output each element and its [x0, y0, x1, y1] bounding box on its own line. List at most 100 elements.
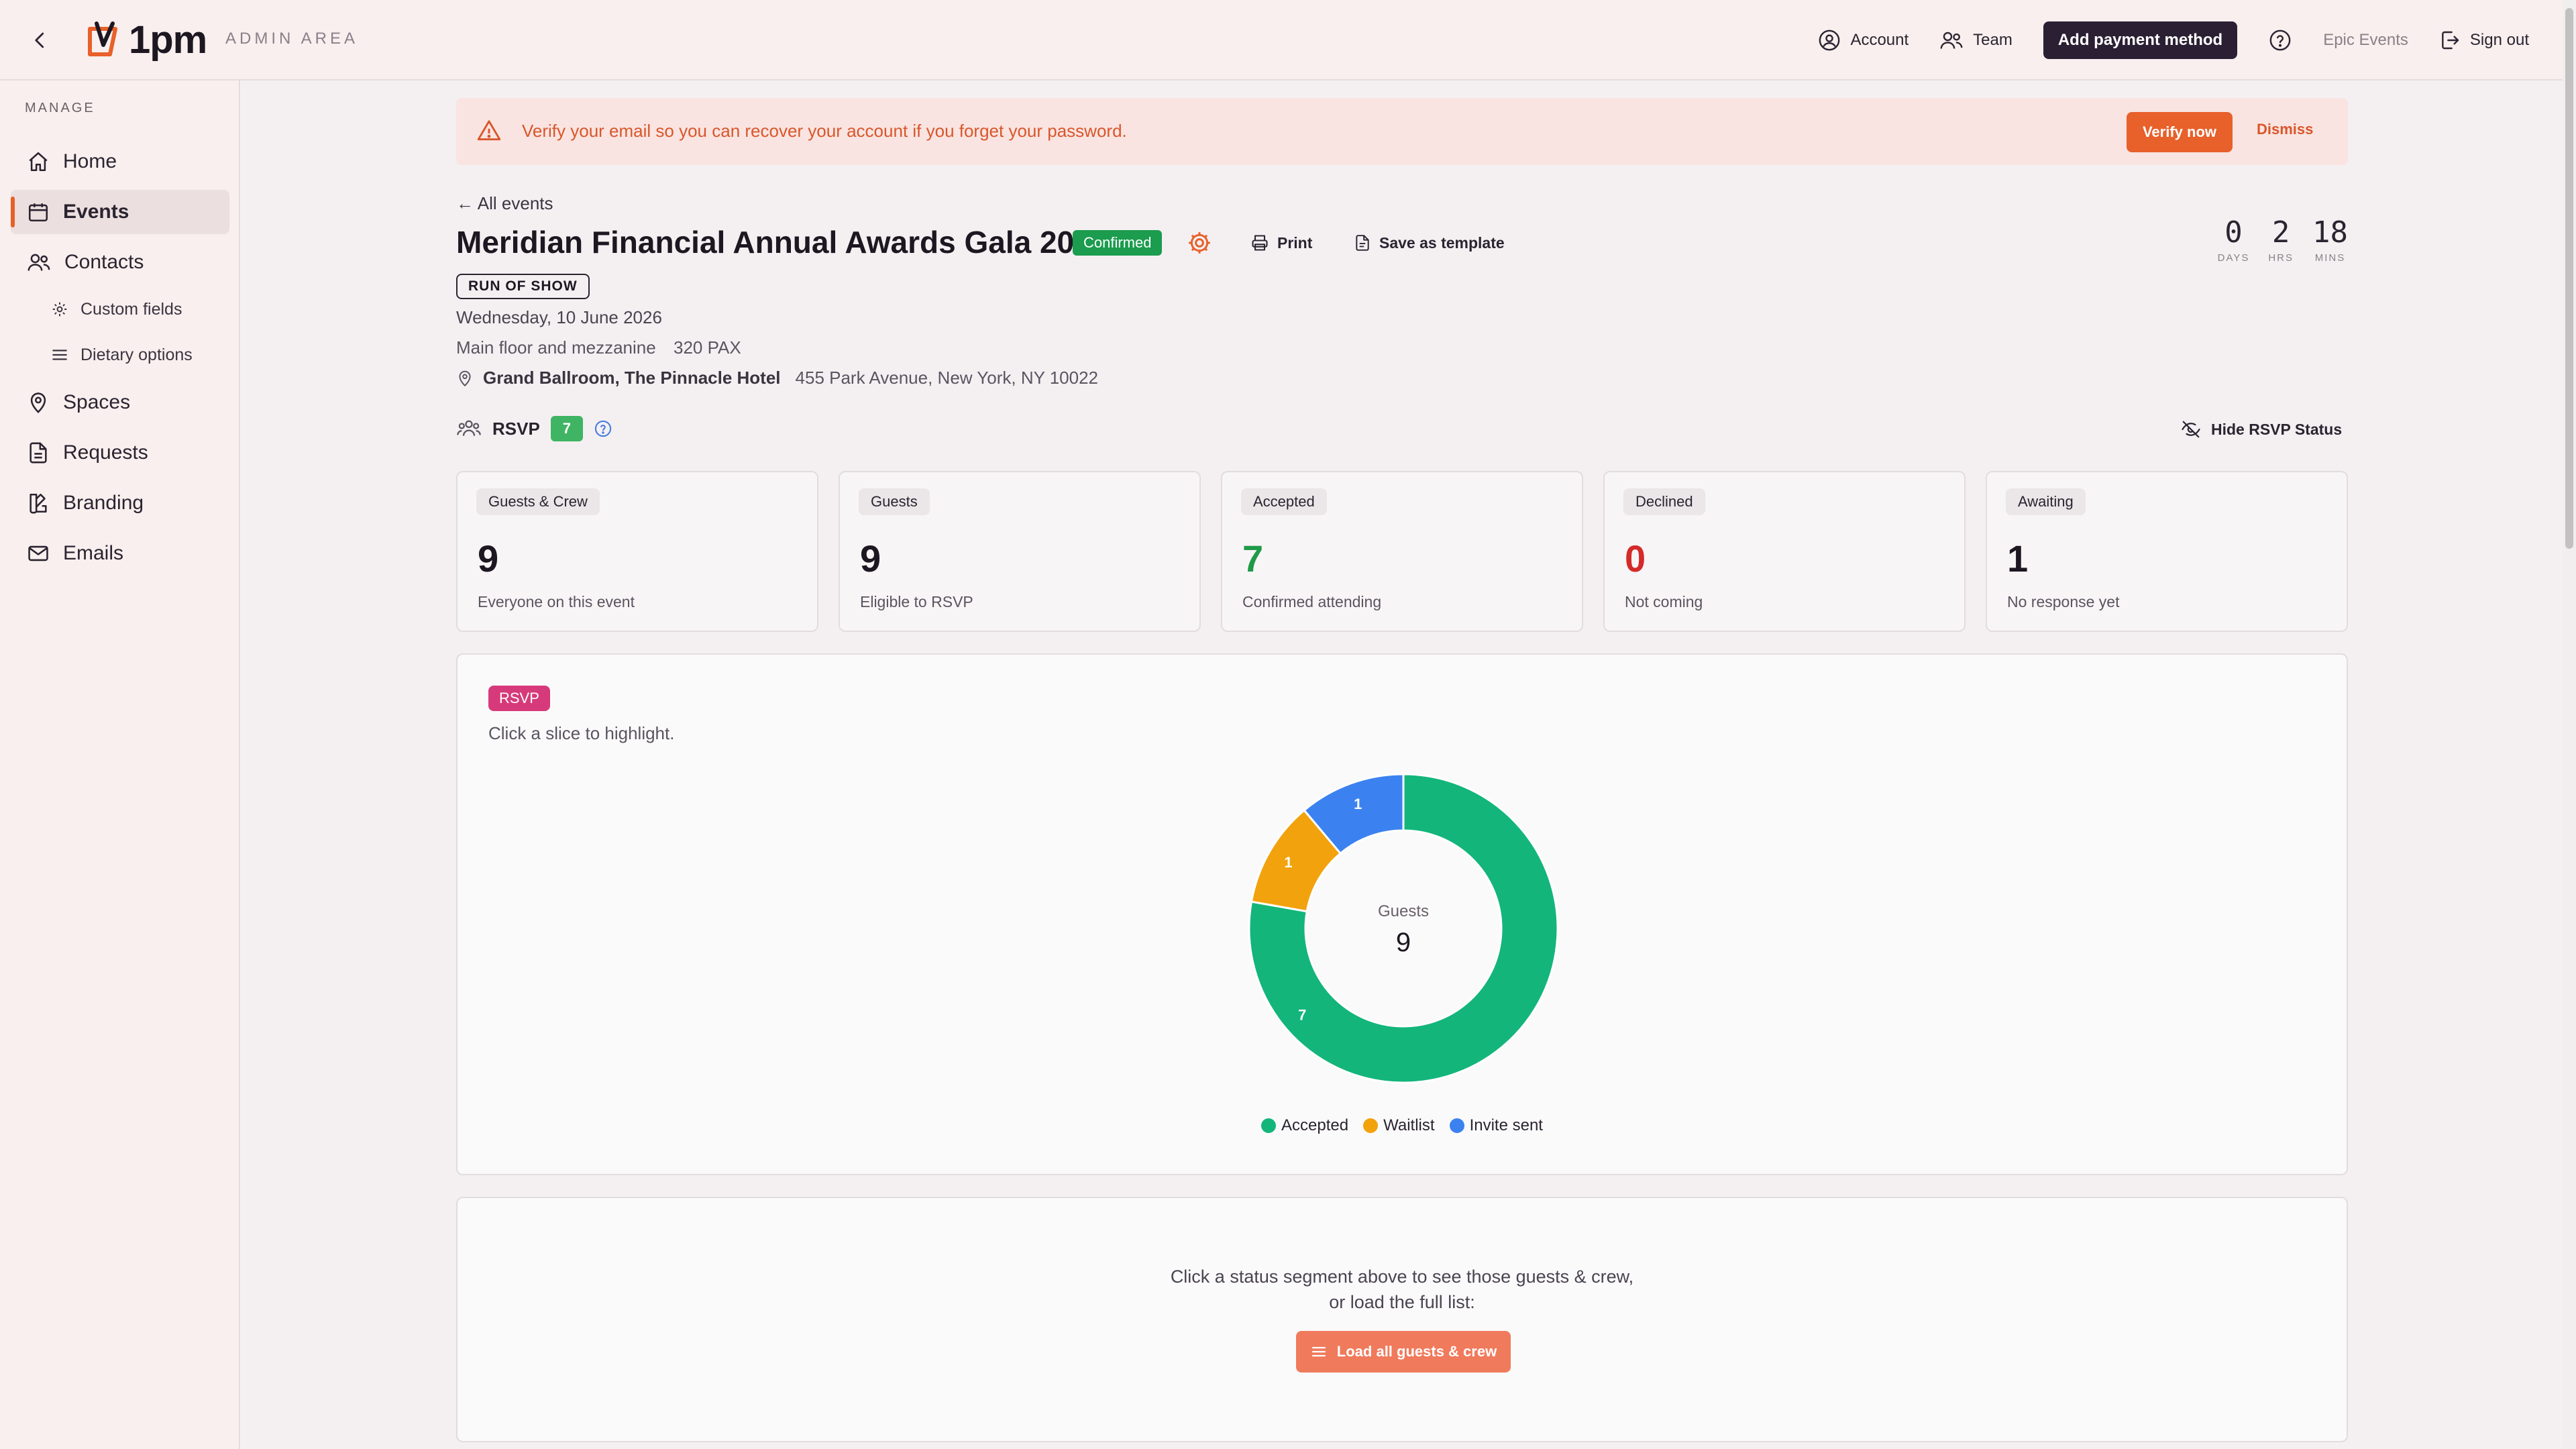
legend-item-accepted[interactable]: Accepted	[1261, 1116, 1348, 1135]
sign-out-link[interactable]: Sign out	[2439, 30, 2529, 51]
stat-value: 9	[478, 537, 499, 580]
legend-item-invite-sent[interactable]: Invite sent	[1449, 1116, 1543, 1135]
donut-slice-accepted[interactable]	[1248, 773, 1559, 1084]
hide-rsvp-label: Hide RSVP Status	[2211, 420, 2343, 438]
sidebar-item-label: Spaces	[63, 391, 131, 413]
rsvp-chart-card: RSVP Click a slice to highlight. 7 1 1 Gue…	[456, 653, 2348, 1175]
event-date: Wednesday, 10 June 2026	[456, 307, 662, 327]
donut-slice-invite-sent[interactable]	[1303, 773, 1405, 855]
org-label: Epic Events	[2323, 31, 2408, 49]
sidebar-item-emails[interactable]: Emails	[11, 531, 229, 576]
chart-chip: RSVP	[488, 686, 550, 711]
sidebar-item-contacts[interactable]: Contacts	[11, 240, 229, 284]
user-circle-icon	[1819, 30, 1840, 51]
logo-mark-icon	[88, 21, 117, 56]
venue-address: 455 Park Avenue, New York, NY 10022	[795, 368, 1099, 388]
donut-slice-value: 1	[1354, 796, 1362, 812]
sidebar-item-home[interactable]: Home	[11, 140, 229, 184]
stat-card-declined[interactable]: Declined 0 Not coming	[1603, 471, 1966, 632]
event-pax: 320 PAX	[674, 337, 741, 358]
sidebar-item-label: Emails	[63, 542, 124, 564]
stat-card-awaiting[interactable]: Awaiting 1 No response yet	[1986, 471, 2348, 632]
sidebar-item-label: Events	[63, 201, 129, 223]
stat-card-accepted[interactable]: Accepted 7 Confirmed attending	[1221, 471, 1583, 632]
stat-description: Eligible to RSVP	[860, 593, 973, 610]
sidebar-subitem-label: Dietary options	[80, 345, 193, 364]
event-countdown: 0 DAYS 2 HRS 18 MINS	[2218, 216, 2348, 264]
back-button[interactable]	[24, 24, 56, 56]
load-all-guests-button[interactable]: Load all guests & crew	[1296, 1331, 1511, 1373]
print-button[interactable]: Print	[1250, 229, 1312, 256]
rsvp-donut-chart: 7 1 1 Guests 9	[1248, 773, 1559, 1084]
stat-value: 0	[1625, 537, 1646, 580]
org-name[interactable]: Epic Events	[2323, 31, 2408, 50]
banner-message: Verify your email so you can recover you…	[522, 121, 1127, 141]
save-as-template-button[interactable]: Save as template	[1354, 229, 1505, 256]
countdown-hours-value: 2	[2271, 215, 2290, 250]
donut-center-label: Guests	[1378, 902, 1429, 920]
event-floor: Main floor and mezzanine	[456, 337, 656, 358]
sidebar-item-spaces[interactable]: Spaces	[11, 380, 229, 425]
top-nav: Account Team Add payment method Epic Eve…	[1818, 20, 2529, 60]
logo[interactable]: 1pm	[83, 17, 207, 62]
sidebar: MANAGE Home Events Contacts Custom field…	[0, 80, 240, 1449]
eye-off-icon	[2182, 421, 2200, 438]
hide-rsvp-status-button[interactable]: Hide RSVP Status	[2180, 417, 2342, 441]
page-scrollbar[interactable]	[2563, 0, 2576, 1449]
countdown-minutes: 18 MINS	[2312, 216, 2348, 264]
legend-swatch	[1261, 1118, 1277, 1133]
help-button[interactable]	[2268, 28, 2292, 52]
list-hint-line-2: or load the full list:	[1329, 1292, 1475, 1312]
warning-icon	[477, 120, 501, 141]
verify-now-button[interactable]: Verify now	[2127, 112, 2233, 152]
print-label: Print	[1277, 233, 1313, 252]
account-link[interactable]: Account	[1818, 29, 1909, 52]
document-icon	[1356, 235, 1369, 251]
sidebar-item-label: Requests	[63, 441, 148, 464]
legend-swatch	[1449, 1118, 1464, 1133]
stat-description: Everyone on this event	[478, 593, 635, 610]
sign-out-label: Sign out	[2469, 31, 2529, 49]
legend-label: Waitlist	[1383, 1116, 1435, 1134]
save-as-template-label: Save as template	[1379, 233, 1505, 252]
help-icon	[2269, 30, 2291, 51]
event-settings-button[interactable]	[1185, 228, 1214, 258]
palette-icon	[30, 493, 47, 514]
chevron-left-icon	[35, 32, 44, 48]
add-payment-method-button[interactable]: Add payment method	[2043, 21, 2238, 59]
donut-center-value: 9	[1396, 928, 1411, 957]
sidebar-item-events[interactable]: Events	[11, 190, 229, 234]
info-icon[interactable]	[594, 419, 612, 438]
countdown-minutes-label: MINS	[2314, 252, 2346, 264]
countdown-hours: 2 HRS	[2268, 216, 2294, 264]
legend-item-waitlist[interactable]: Waitlist	[1363, 1116, 1435, 1135]
team-link[interactable]: Team	[1939, 29, 2012, 52]
scrollbar-thumb[interactable]	[2565, 8, 2573, 549]
list-hint-line-1: Click a status segment above to see thos…	[1170, 1267, 1634, 1287]
stat-card-guests[interactable]: Guests 9 Eligible to RSVP	[839, 471, 1201, 632]
stat-description: No response yet	[2007, 593, 2120, 610]
team-label: Team	[1973, 31, 2012, 49]
gear-icon	[52, 302, 67, 317]
sidebar-item-requests[interactable]: Requests	[11, 431, 229, 475]
sign-out-icon	[2442, 31, 2459, 50]
load-all-label: Load all guests & crew	[1336, 1343, 1497, 1360]
countdown-days-value: 0	[2224, 215, 2243, 250]
sidebar-item-branding[interactable]: Branding	[11, 481, 229, 525]
stat-chip: Awaiting	[2006, 488, 2086, 515]
stat-card-guests-crew[interactable]: Guests & Crew 9 Everyone on this event	[456, 471, 818, 632]
sidebar-subitem-dietary-options[interactable]: Dietary options	[51, 338, 193, 372]
page-title: Meridian Financial Annual Awards Gala 20…	[456, 225, 1109, 260]
rsvp-label: RSVP	[492, 418, 540, 439]
legend-swatch	[1363, 1118, 1379, 1133]
legend-label: Accepted	[1281, 1116, 1349, 1134]
dismiss-button[interactable]: Dismiss	[2257, 121, 2314, 138]
sidebar-subitem-custom-fields[interactable]: Custom fields	[51, 292, 182, 326]
countdown-days: 0 DAYS	[2218, 216, 2250, 264]
all-events-link[interactable]: ← All events	[456, 193, 553, 213]
location-pin-icon	[30, 392, 46, 413]
donut-slice-value: 1	[1284, 854, 1292, 871]
top-bar: 1pm ADMIN AREA Account Team Add payment …	[0, 0, 2563, 80]
run-of-show-badge[interactable]: RUN OF SHOW	[456, 274, 590, 299]
stat-chip: Declined	[1623, 488, 1705, 515]
